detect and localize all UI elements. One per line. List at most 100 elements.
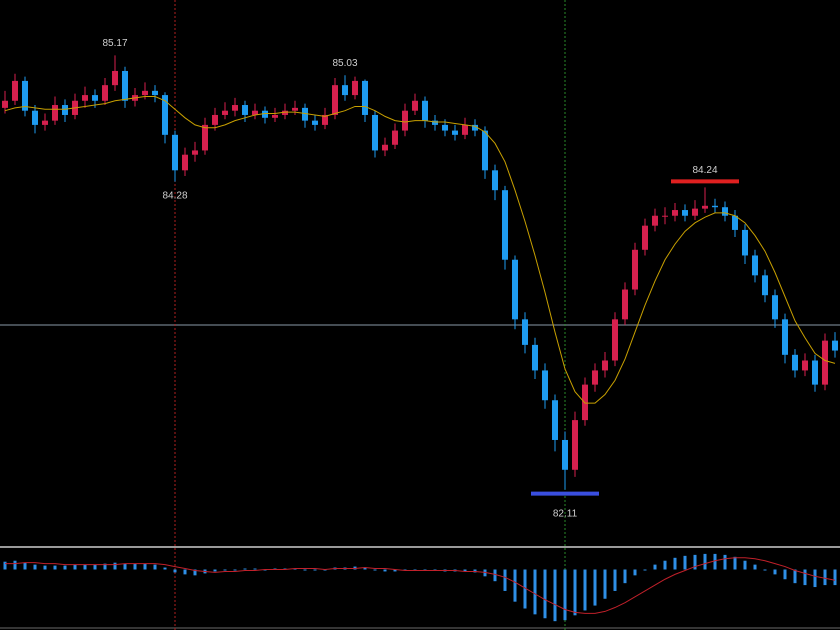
candle-body [102,85,108,101]
candle-body [62,105,68,115]
candle-body [572,420,578,470]
macd-bar [733,556,737,570]
candle-body [422,100,428,121]
candle-body [52,105,58,121]
candle-body [652,215,658,226]
macd-bar [763,569,767,571]
macd-bar [133,563,137,570]
candle-body [12,80,18,101]
candle-body [672,210,678,216]
macd-bar [643,569,647,571]
macd-signal [5,557,836,614]
candle-body [22,80,28,111]
macd-bar [73,564,77,570]
candle-body [642,225,648,250]
candle-body [92,95,98,101]
macd-bar [503,569,507,591]
macd-bar [613,569,617,591]
macd-bar [493,569,497,582]
candle-body [32,110,38,125]
macd-bar [463,569,467,572]
candle-body [382,144,388,151]
candle-body [802,360,808,371]
candle-body [212,114,218,125]
level-label: 82.11 [553,508,578,519]
candle-body [452,130,458,135]
macd-bar [253,568,257,570]
macd-bar [143,563,147,570]
candle-body [252,110,258,115]
candle-body [282,110,288,115]
candle-body [272,114,278,118]
macd-bar [43,565,47,570]
candle-body [202,124,208,151]
candle-body [2,100,8,108]
macd-bar [193,569,197,576]
macd-bar [63,565,67,570]
macd-bar [783,569,787,580]
macd-bar [163,567,167,570]
candle-body [402,110,408,131]
macd-bar [53,565,57,570]
macd-bar [23,562,27,570]
macd-bar [633,569,637,576]
macd-bar [653,564,657,570]
macd-bar [593,569,597,606]
macd-bar [713,553,717,570]
candle-body [732,215,738,230]
macd-bar [773,569,777,575]
candle-body [242,105,248,115]
candle-body [122,70,128,101]
macd-bar [393,569,397,572]
macd-bar [33,564,37,570]
macd-bar [823,569,827,586]
candle-body [812,360,818,385]
candle-body [312,120,318,125]
macd-bar [153,564,157,570]
macd-bar [603,569,607,599]
candle-body [112,70,118,86]
candle-body [192,150,198,155]
candle-body [492,170,498,191]
macd-bar [363,567,367,570]
macd-bar [93,564,97,570]
macd-bar [373,569,377,571]
macd-bar [83,564,87,570]
macd-bar [543,569,547,619]
candle-body [172,134,178,171]
macd-bar [213,569,217,572]
macd-bar [243,568,247,570]
candle-body [412,100,418,111]
macd-bar [793,569,797,584]
macd-bar [573,569,577,616]
candle-body [42,120,48,125]
macd-bar [183,569,187,575]
macd-bar [833,569,837,586]
candle-body [782,319,788,355]
macd-bar [803,569,807,586]
macd-bar [233,569,237,571]
macd-bar [563,569,567,621]
macd-bar [513,569,517,602]
level-label: 85.17 [102,38,127,49]
macd-bar [703,553,707,570]
candle-body [222,110,228,115]
candle-body [482,130,488,171]
candle-body [772,295,778,320]
macd-bar [813,569,817,588]
candle-body [692,208,698,216]
level-label: 85.03 [332,58,357,69]
candle-body [632,249,638,290]
candle-body [362,80,368,115]
macd-bar [13,560,17,570]
candle-body [532,344,538,371]
candle-body [432,120,438,125]
candle-body [592,370,598,385]
macd-bar [683,555,687,570]
candle-body [622,289,628,320]
candle-body [292,107,298,111]
candle-body [502,190,508,260]
candle-body [722,207,728,216]
